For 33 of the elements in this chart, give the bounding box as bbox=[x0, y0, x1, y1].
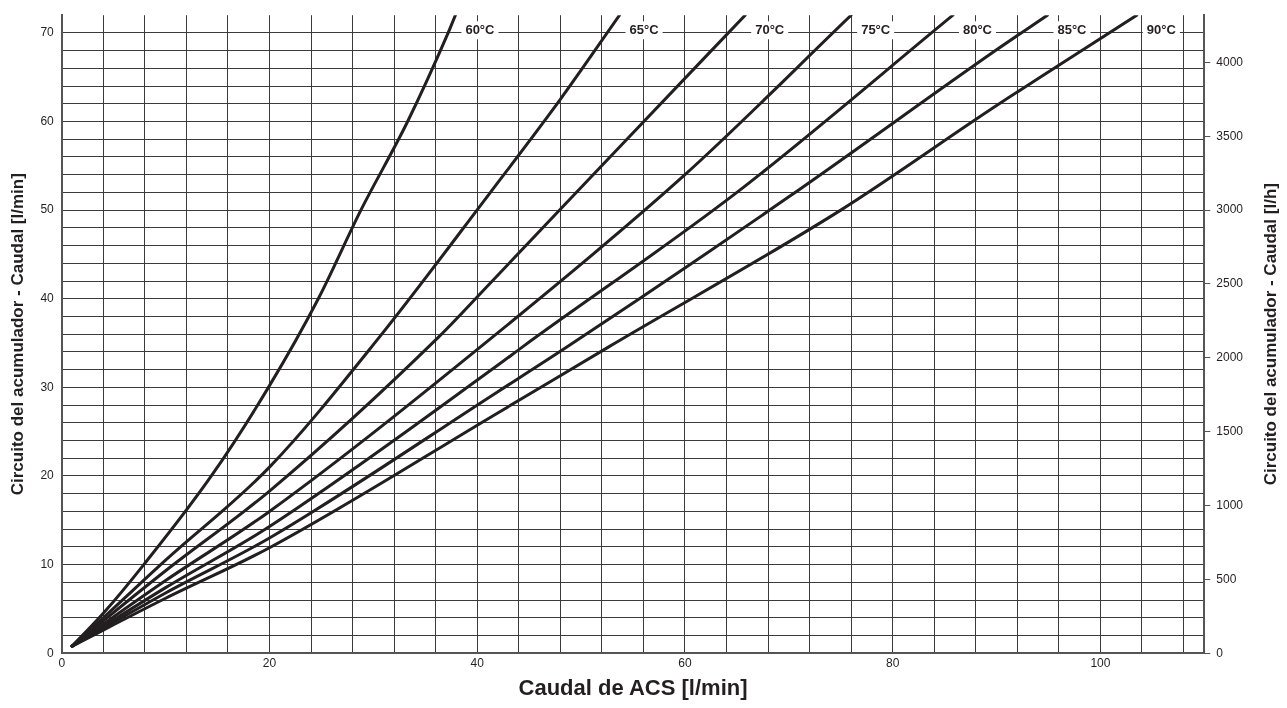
x-tick-label: 40 bbox=[470, 655, 485, 670]
x-tick-label: 100 bbox=[1090, 655, 1111, 670]
y2-tick-label: 3500 bbox=[1216, 128, 1244, 143]
x-tick-label: 20 bbox=[262, 655, 277, 670]
series-label: 65°C bbox=[629, 21, 660, 37]
y2-tick-label: 0 bbox=[1216, 645, 1224, 660]
y-axis-title: Circuito del acumulador - Caudal [l/min] bbox=[7, 173, 27, 496]
y2-tick-label: 2000 bbox=[1216, 350, 1244, 365]
y-tick-label: 60 bbox=[40, 113, 55, 128]
y2-axis-title: Circuito del acumulador - Caudal [l/h] bbox=[1260, 183, 1280, 486]
y-tick-label: 0 bbox=[47, 645, 55, 660]
y-tick-label: 30 bbox=[40, 379, 55, 394]
y2-tick-label: 1000 bbox=[1216, 497, 1244, 512]
x-tick-label: 60 bbox=[678, 655, 692, 670]
y2-tick-label: 3000 bbox=[1216, 202, 1244, 217]
y2-tick-label: 1500 bbox=[1216, 423, 1244, 438]
series-label: 85°C bbox=[1057, 21, 1088, 37]
x-tick-label: 0 bbox=[58, 655, 66, 670]
series-label: 90°C bbox=[1146, 21, 1177, 37]
y-tick-label: 20 bbox=[40, 468, 55, 483]
series-label: 75°C bbox=[861, 21, 891, 37]
y-tick-label: 40 bbox=[40, 291, 55, 306]
series-label: 70°C bbox=[755, 21, 785, 37]
y-tick-label: 50 bbox=[40, 202, 55, 217]
y2-tick-label: 4000 bbox=[1216, 54, 1244, 69]
series-label: 80°C bbox=[962, 21, 993, 37]
series-label: 60°C bbox=[465, 21, 496, 37]
y-tick-label: 10 bbox=[40, 556, 55, 571]
y-tick-label: 70 bbox=[40, 25, 55, 40]
y2-tick-label: 500 bbox=[1216, 571, 1237, 586]
x-tick-label: 80 bbox=[886, 655, 900, 670]
y2-tick-label: 2500 bbox=[1216, 276, 1244, 291]
x-axis-title: Caudal de ACS [l/min] bbox=[518, 674, 748, 700]
